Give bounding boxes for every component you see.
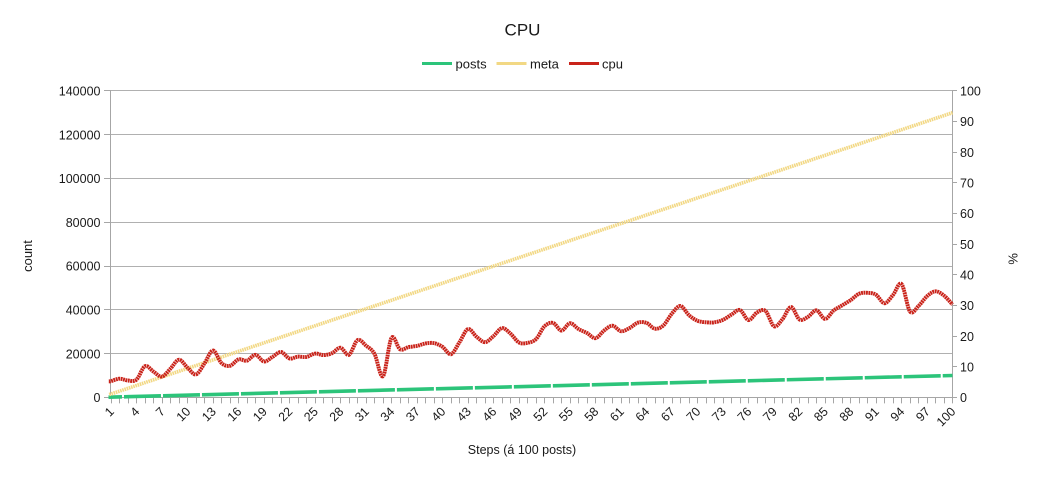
svg-text:120000: 120000 [59,128,101,142]
svg-text:40: 40 [960,269,974,283]
svg-text:10: 10 [960,360,974,374]
svg-text:meta: meta [530,57,560,72]
svg-text:posts: posts [456,57,488,72]
svg-text:80: 80 [960,146,974,160]
svg-text:20: 20 [960,330,974,344]
svg-text:%: % [1006,253,1021,265]
svg-text:30: 30 [960,299,974,313]
svg-text:20000: 20000 [66,347,101,361]
svg-text:Steps (á 100 posts): Steps (á 100 posts) [468,443,576,457]
svg-text:count: count [20,240,35,272]
svg-text:70: 70 [960,177,974,191]
svg-text:140000: 140000 [59,85,101,99]
svg-text:0: 0 [94,391,101,405]
svg-text:0: 0 [960,391,967,405]
svg-text:40000: 40000 [66,304,101,318]
svg-text:50: 50 [960,238,974,252]
svg-text:cpu: cpu [602,57,623,72]
svg-text:100: 100 [960,85,981,99]
svg-text:60000: 60000 [66,260,101,274]
svg-text:90: 90 [960,115,974,129]
svg-text:100000: 100000 [59,172,101,186]
svg-text:60: 60 [960,207,974,221]
svg-text:CPU: CPU [505,21,541,40]
svg-text:80000: 80000 [66,216,101,230]
